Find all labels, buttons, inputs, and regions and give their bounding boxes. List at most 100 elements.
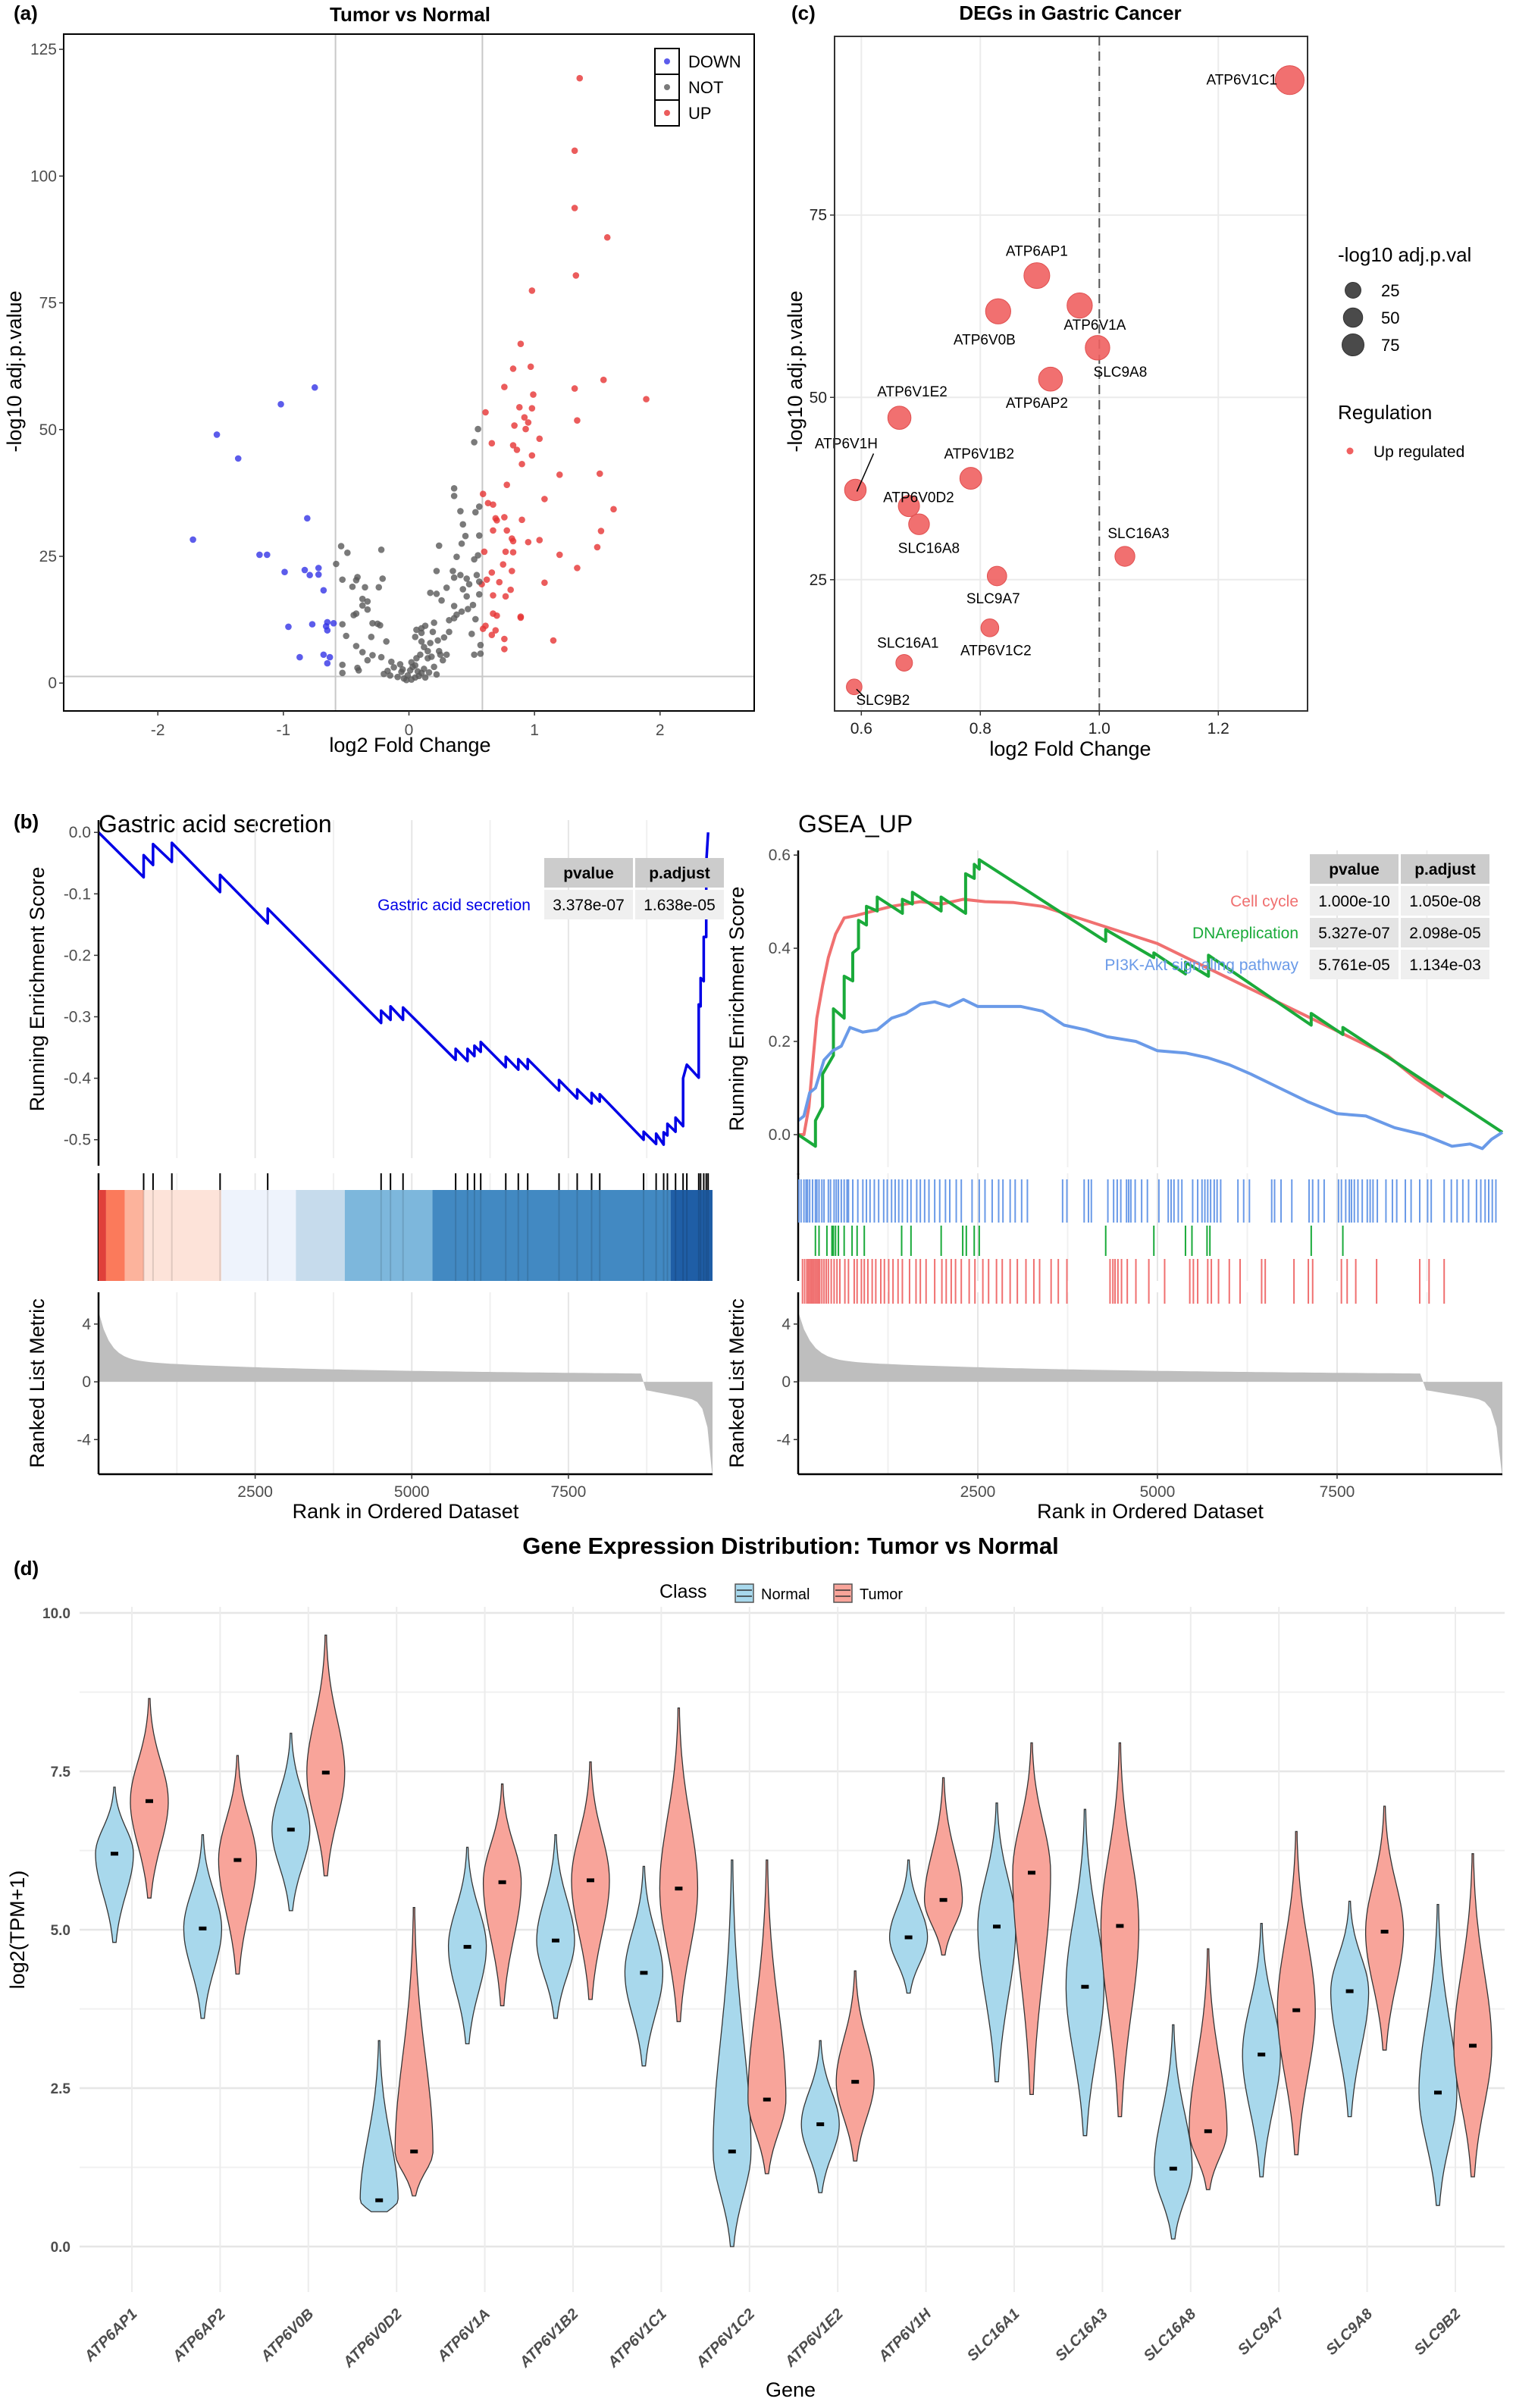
legend-key-up bbox=[664, 110, 670, 116]
metric-y-tick-label: -4 bbox=[77, 1431, 91, 1448]
volcano-point-not bbox=[439, 656, 446, 664]
violin-title: Gene Expression Distribution: Tumor vs N… bbox=[522, 1533, 1058, 1559]
volcano-point-not bbox=[417, 651, 424, 659]
es-y-tick-label: 0.6 bbox=[769, 847, 791, 864]
violin-median-tumor bbox=[763, 2097, 771, 2102]
size-legend-circle bbox=[1345, 282, 1361, 299]
bubble-point bbox=[895, 654, 913, 672]
volcano-point-not bbox=[471, 556, 478, 563]
volcano-point-up bbox=[527, 363, 534, 371]
volcano-point-not bbox=[377, 622, 384, 629]
volcano-point-not bbox=[471, 509, 479, 516]
violin-normal bbox=[1242, 1922, 1281, 2178]
bubble-label: ATP6V0D2 bbox=[883, 490, 954, 506]
x-tick-label: 2500 bbox=[237, 1483, 273, 1501]
volcano-point-not bbox=[465, 581, 473, 588]
bubble-label: SLC16A1 bbox=[877, 635, 938, 651]
volcano-point-not bbox=[449, 568, 456, 575]
gene-tick-label: ATP6V1H bbox=[875, 2306, 935, 2366]
gene-tick-label: SLC9A7 bbox=[1235, 2305, 1288, 2358]
legend-label-tumor: Tumor bbox=[860, 1586, 903, 1603]
rank-heat-segment bbox=[99, 1190, 106, 1281]
volcano-point-down bbox=[320, 587, 327, 594]
table-cell-bg bbox=[1401, 886, 1489, 916]
volcano-point-not bbox=[377, 653, 385, 661]
panel-b-gsea-plots: (b) Gastric acid secretion 0.0 -0.1 -0.2 -0… bbox=[14, 810, 1504, 1523]
violin-x-label: Gene bbox=[766, 2378, 816, 2401]
gene-tick-label: ATP6V1B2 bbox=[516, 2306, 582, 2372]
violin-median-normal bbox=[375, 2198, 384, 2203]
table-cell-bg bbox=[1401, 950, 1489, 979]
size-legend-label: 25 bbox=[1381, 281, 1399, 300]
volcano-point-down bbox=[304, 515, 311, 522]
volcano-point-not bbox=[459, 586, 467, 593]
color-legend-label: Up regulated bbox=[1373, 443, 1464, 461]
es-curve-dnareplication bbox=[797, 858, 1504, 1148]
volcano-point-not bbox=[433, 671, 440, 678]
volcano-point-not bbox=[359, 649, 366, 656]
violin-tumor bbox=[218, 1755, 258, 1975]
volcano-point-not bbox=[349, 583, 356, 590]
gene-tick-label: ATP6V1A bbox=[434, 2306, 493, 2366]
volcano-point-up bbox=[571, 385, 578, 392]
bubble-points: ATP6V1C1 ATP6AP1 ATP6V0B ATP6V1A SLC9A8 ATP6A… bbox=[815, 65, 1305, 709]
bubble-label: ATP6V1H bbox=[815, 436, 878, 452]
ranked-metric-area bbox=[99, 1311, 713, 1478]
x-axis-label: Rank in Ordered Dataset bbox=[1037, 1500, 1264, 1523]
violin-normal bbox=[95, 1786, 134, 1943]
bubble-label: ATP6AP1 bbox=[1006, 244, 1068, 260]
violin-tumor bbox=[1012, 1742, 1051, 2096]
violin-tumor bbox=[130, 1698, 169, 1899]
violin-normal bbox=[183, 1833, 223, 2019]
volcano-point-up bbox=[502, 593, 509, 600]
volcano-point-down bbox=[264, 551, 271, 559]
x-tick-label: 5000 bbox=[1140, 1483, 1176, 1501]
volcano-point-not bbox=[429, 628, 437, 635]
violin-median-normal bbox=[1345, 1989, 1354, 1993]
y-tick-label: 0 bbox=[48, 675, 57, 692]
bubble-grid bbox=[835, 36, 1308, 711]
volcano-point-not bbox=[413, 626, 420, 634]
violin-legend: Class Normal Tumor bbox=[659, 1581, 903, 1603]
gene-tick-label: ATP6V0D2 bbox=[340, 2306, 406, 2372]
table-row-name: Cell cycle bbox=[1230, 893, 1298, 910]
gene-tick-label: ATP6V1C2 bbox=[693, 2306, 759, 2372]
volcano-point-not bbox=[418, 629, 425, 637]
table-pvalue: 1.000e-10 bbox=[1318, 893, 1390, 910]
violin-x-ticks: ATP6AP1 ATP6AP2 ATP6V0B ATP6V0D2 ATP6V1A ATP6… bbox=[81, 2305, 1464, 2371]
volcano-point-up bbox=[528, 287, 536, 294]
volcano-point-up bbox=[511, 422, 518, 429]
violin-median-tumor bbox=[587, 1878, 594, 1883]
volcano-point-up bbox=[596, 470, 603, 478]
color-legend-dot bbox=[1346, 447, 1354, 455]
violin-median-normal bbox=[552, 1938, 559, 1943]
volcano-x-ticks: -2 -1 0 1 2 bbox=[151, 711, 665, 739]
table-row-name: PI3K-Akt signaling pathway bbox=[1104, 957, 1298, 974]
volcano-point-up bbox=[643, 396, 650, 402]
table-header-pvalue: pvalue bbox=[563, 865, 614, 882]
legend-label: UP bbox=[688, 104, 712, 123]
es-curve-gastric-acid-secretion bbox=[97, 831, 709, 1146]
volcano-point-not bbox=[465, 606, 471, 612]
gsea-gastric-acid-plot: Gastric acid secretion 0.0 -0.1 -0.2 -0.3 -0… bbox=[26, 810, 724, 1523]
volcano-point-up bbox=[528, 452, 536, 459]
volcano-point-up bbox=[509, 365, 517, 372]
violin-median-tumor bbox=[1116, 1924, 1124, 1928]
violin-tumor bbox=[1189, 1948, 1228, 2190]
volcano-point-up bbox=[521, 414, 528, 421]
volcano-point-up bbox=[550, 637, 557, 644]
violin-normal bbox=[359, 2040, 399, 2212]
y-tick-label: 7.5 bbox=[51, 1765, 71, 1780]
volcano-y-ticks: 0 25 50 75 100 125 bbox=[30, 41, 64, 692]
volcano-point-up bbox=[502, 548, 509, 556]
violin-median-tumor bbox=[498, 1880, 506, 1884]
violin-median-tumor bbox=[851, 2080, 860, 2084]
violin-normal bbox=[800, 2040, 840, 2194]
bubble-label: SLC16A8 bbox=[898, 541, 960, 557]
violin-median-normal bbox=[111, 1852, 118, 1856]
volcano-point-not bbox=[355, 667, 362, 674]
rank-heat-segment bbox=[432, 1190, 671, 1281]
legend-key-down bbox=[664, 58, 670, 64]
volcano-point-up bbox=[488, 569, 496, 576]
